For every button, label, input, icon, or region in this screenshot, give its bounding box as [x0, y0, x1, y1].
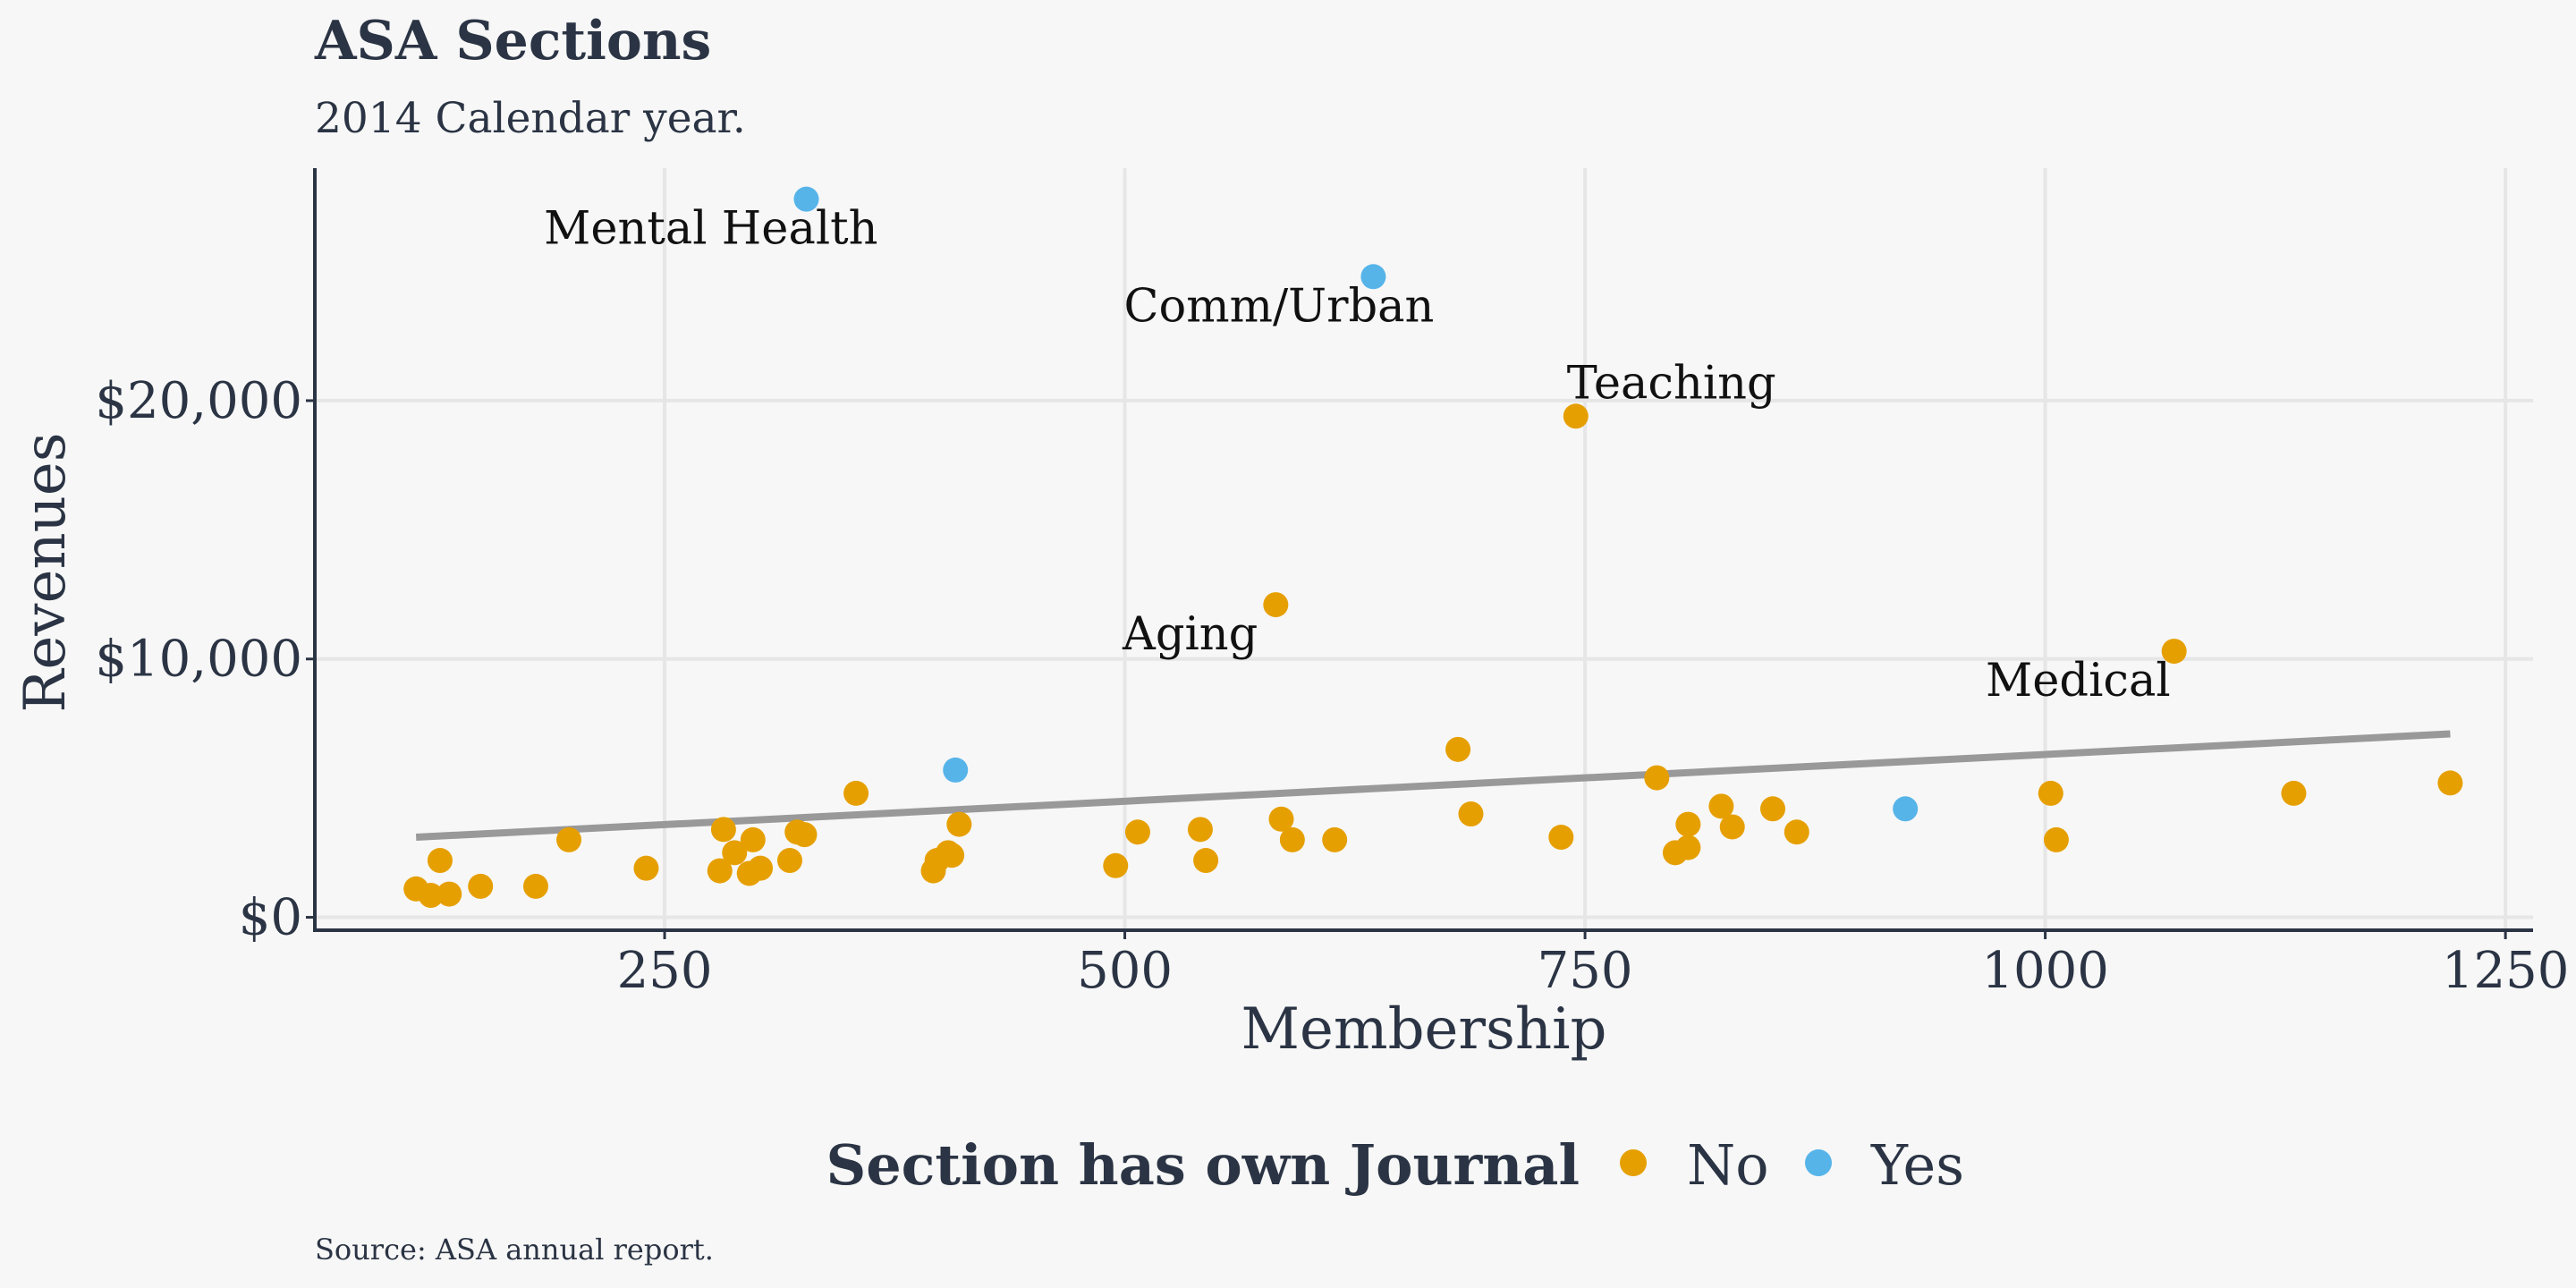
data-point-no	[1784, 819, 1809, 845]
data-point-no	[710, 817, 736, 843]
data-point-no	[946, 811, 972, 837]
point-label: Medical	[1986, 655, 2171, 708]
data-point-no	[707, 858, 733, 884]
data-point-no	[776, 848, 802, 874]
data-point-no	[556, 826, 582, 852]
data-point-no	[418, 883, 444, 909]
data-point-no	[1675, 835, 1701, 860]
data-point-no	[843, 780, 869, 806]
data-point-no	[1268, 806, 1294, 832]
legend-title: Section has own Journal	[826, 1132, 1580, 1198]
data-point-no	[2161, 639, 2187, 665]
data-point-yes	[943, 757, 969, 783]
y-tick-label: $10,000	[95, 631, 302, 689]
data-point-no	[436, 881, 462, 907]
data-point-no	[1124, 819, 1150, 845]
data-point-no	[427, 848, 453, 874]
data-point-no	[1103, 852, 1129, 878]
data-point-no	[2038, 780, 2063, 806]
x-tick-label: 1250	[2442, 942, 2570, 1000]
data-point-no	[748, 855, 774, 881]
point-label: Teaching	[1567, 357, 1776, 410]
x-tick-label: 500	[1077, 942, 1173, 1000]
trend-line	[415, 730, 2451, 842]
point-label: Aging	[1122, 608, 1258, 661]
data-point-no	[633, 855, 659, 881]
data-point-no	[740, 826, 766, 852]
data-point-no	[1458, 801, 1484, 827]
x-tick-label: 750	[1538, 942, 1633, 1000]
point-label: Mental Health	[544, 203, 877, 256]
y-tick-label: $20,000	[95, 372, 302, 430]
data-point-no	[2043, 826, 2069, 852]
data-point-no	[1563, 403, 1589, 429]
data-point-yes	[1893, 796, 1919, 822]
data-point-no	[1263, 592, 1289, 618]
data-point-no	[1675, 811, 1701, 837]
data-point-no	[522, 873, 548, 899]
y-axis-title: Revenues	[13, 432, 79, 712]
data-point-no	[2437, 770, 2463, 796]
data-point-no	[1193, 848, 1219, 874]
x-tick-label: 250	[617, 942, 713, 1000]
data-points	[403, 186, 2463, 909]
legend-label-yes: Yes	[1870, 1132, 1964, 1198]
legend-label-no: No	[1687, 1132, 1769, 1198]
point-label: Comm/Urban	[1124, 280, 1435, 333]
chart-title: ASA Sections	[314, 10, 711, 72]
data-point-no	[2281, 780, 2307, 806]
data-point-no	[1760, 796, 1786, 822]
data-point-no	[468, 873, 494, 899]
legend-swatch-yes	[1805, 1149, 1832, 1176]
x-axis-title: Membership	[1241, 996, 1606, 1063]
data-point-no	[1548, 825, 1574, 851]
grid-lines	[315, 168, 2533, 930]
data-point-no	[1644, 765, 1670, 791]
x-tick-label: 1000	[1981, 942, 2109, 1000]
trend-line-group	[415, 730, 2451, 842]
data-point-no	[1279, 826, 1305, 852]
data-point-no	[792, 822, 818, 848]
y-tick-label: $0	[239, 889, 302, 947]
legend-swatch-no	[1620, 1149, 1647, 1176]
data-point-no	[1322, 826, 1348, 852]
axis-ticks: 250 500 750 1000 1250 $0 $10,000 $20,000	[95, 372, 2569, 1000]
legend: Section has own Journal No Yes	[826, 1132, 1964, 1198]
data-point-no	[1719, 814, 1745, 840]
chart-caption: Source: ASA annual report.	[315, 1233, 714, 1267]
data-point-no	[1708, 793, 1734, 819]
data-point-yes	[1360, 264, 1386, 290]
chart-subtitle: 2014 Calendar year.	[315, 94, 746, 143]
data-point-no	[939, 843, 965, 869]
data-point-yes	[793, 186, 819, 212]
data-point-no	[1445, 736, 1471, 762]
data-point-no	[722, 840, 748, 866]
data-point-no	[1187, 817, 1213, 843]
point-annotations: Teaching Aging Medical Mental Health Comm/Ur…	[544, 203, 2171, 708]
